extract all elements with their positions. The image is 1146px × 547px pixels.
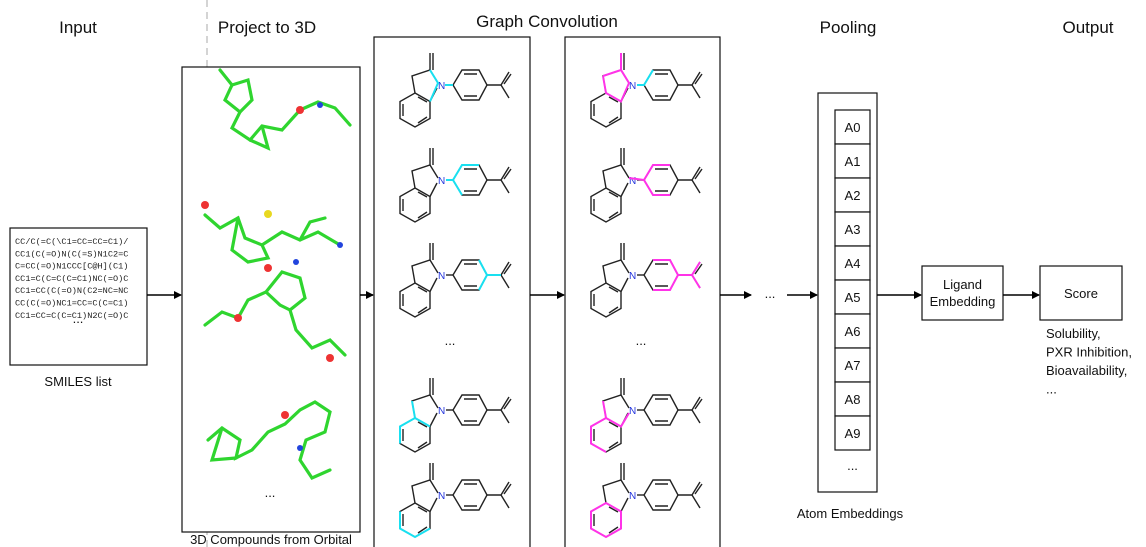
ligand-box — [922, 266, 1003, 320]
smiles-lines: CC/C(=C(\C1=CC=CC=C1)/ CC1(C(=O)N(C(=S)N1… — [15, 237, 128, 321]
atom-label: A2 — [845, 188, 861, 203]
score-label: Score — [1064, 286, 1098, 301]
diagram: N Input Project to 3D Graph Convolution … — [0, 0, 1146, 547]
stage-title: Project to 3D — [218, 18, 316, 37]
conv-layer-box — [374, 37, 530, 547]
atom-label: A4 — [845, 256, 861, 271]
property: Bioavailability, — [1046, 363, 1127, 378]
ligand-line: Ligand — [943, 277, 982, 292]
ellipsis: ... — [847, 458, 858, 473]
ligand-line: Embedding — [930, 294, 996, 309]
ellipsis: ... — [265, 485, 276, 500]
smiles-line: CC(C(=O)NC1=CC=C(C=C1) — [15, 299, 128, 309]
atom-label: A7 — [845, 358, 861, 373]
property: ... — [1046, 382, 1057, 397]
atom-list: A0 A1 A2 A3 A4 A5 A6 A7 A8 A9... — [835, 110, 870, 473]
smiles-line: CC/C(=C(\C1=CC=CC=C1)/ — [15, 237, 128, 247]
stage-title: Graph Convolution — [476, 12, 618, 31]
property: Solubility, — [1046, 326, 1101, 341]
property-list: Solubility, PXR Inhibition, Bioavailabilit… — [1046, 326, 1132, 397]
smiles-line: CC1(C(=O)N(C(=S)N1C2=C — [15, 249, 128, 259]
smiles-line: CC1=C(C=C(C=C1)NC(=O)C — [15, 274, 128, 284]
atom-label: A9 — [845, 426, 861, 441]
atom-label: A8 — [845, 392, 861, 407]
ellipsis: ... — [73, 311, 84, 326]
atom-label: A1 — [845, 154, 861, 169]
smiles-line: C=CC(=O)N1CCC[C@H](C1) — [15, 262, 128, 272]
atom-label: A3 — [845, 222, 861, 237]
caption: Atom Embeddings — [797, 506, 904, 521]
property: PXR Inhibition, — [1046, 345, 1132, 360]
caption: 3D Compounds from Orbital — [190, 532, 352, 547]
stage-title: Output — [1062, 18, 1113, 37]
caption: SMILES list — [44, 374, 112, 389]
atom-label: A5 — [845, 290, 861, 305]
smiles-line: CC1=CC(C(=O)N(C2=NC=NC — [15, 286, 128, 296]
compounds-box — [182, 67, 360, 532]
stage-title: Input — [59, 18, 97, 37]
ellipsis: ... — [765, 286, 776, 301]
ellipsis: ... — [445, 333, 456, 348]
ellipsis: ... — [636, 333, 647, 348]
conv-layer-box — [565, 37, 720, 547]
atom-label: A0 — [845, 120, 861, 135]
atom-label: A6 — [845, 324, 861, 339]
stage-title: Pooling — [820, 18, 877, 37]
